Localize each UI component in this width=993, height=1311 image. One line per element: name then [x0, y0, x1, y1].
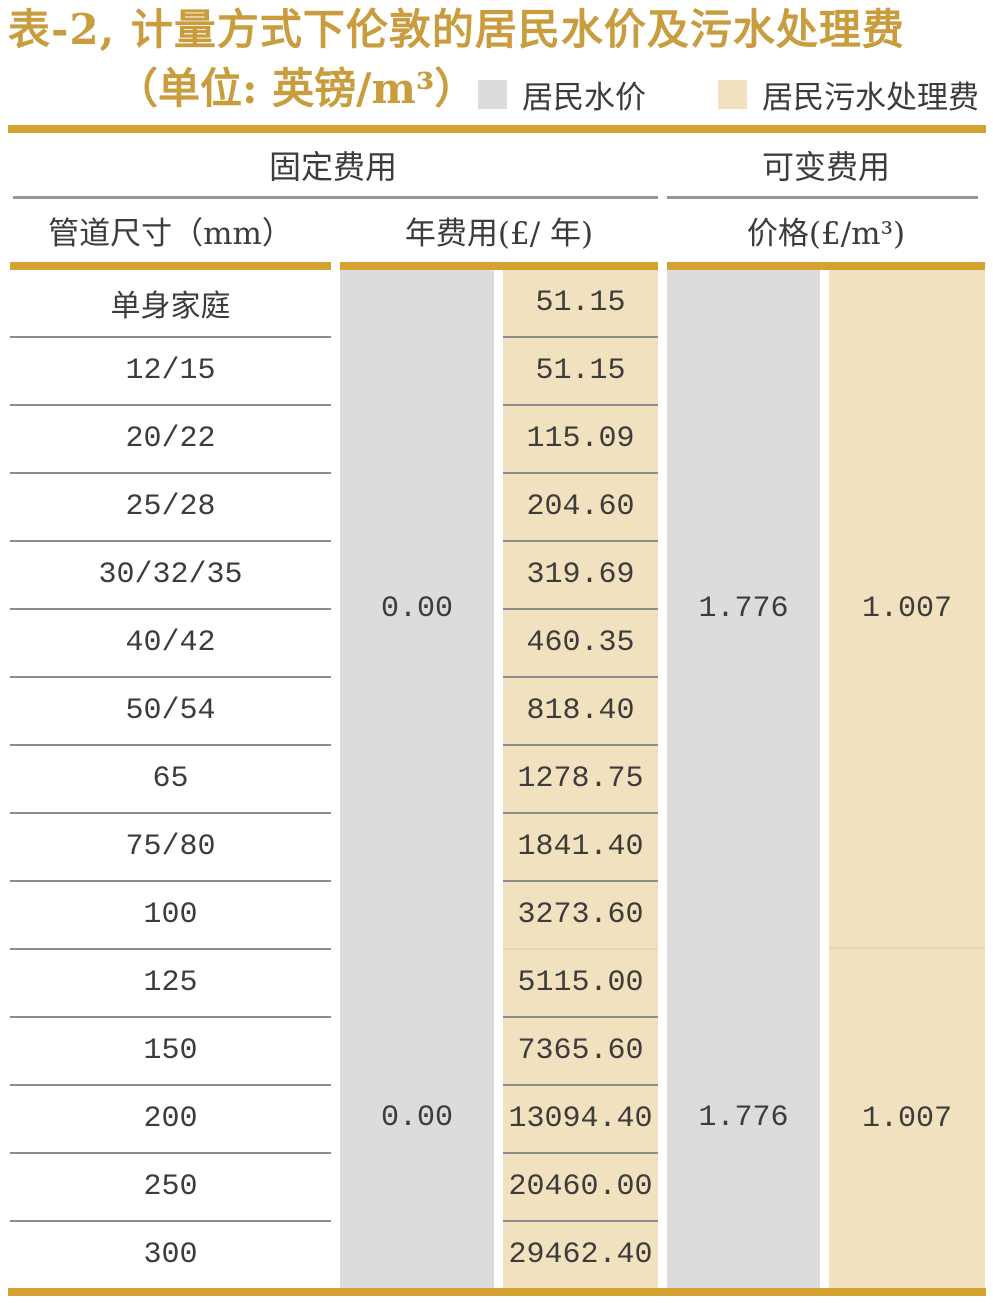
pipe-size-cell: 300	[143, 1238, 198, 1272]
header-divider-left	[13, 196, 658, 199]
pipe-size-cell: 12/15	[10, 338, 331, 406]
gold-rule-annual-column	[340, 262, 658, 270]
sewage-annual-fee-cell: 51.15	[503, 338, 658, 406]
water-annual-column: 0.00 0.00	[340, 270, 494, 1288]
sewage-annual-fee-cell: 460.35	[503, 610, 658, 678]
gold-rule-pipe-column	[10, 262, 331, 270]
water-price-column: 1.776 1.776	[667, 270, 820, 1288]
column-header-annual-fee: 年费用(£/ 年)	[404, 216, 594, 252]
pipe-size-cell: 200	[10, 1086, 331, 1154]
figure-unit-subtitle: （单位: 英镑/m³）	[116, 64, 477, 113]
sewage-price-merged-cell: 1.007	[861, 591, 952, 626]
water-price-merged-cell: 1.776	[698, 1101, 789, 1136]
legend-label-water: 居民水价	[522, 79, 646, 116]
sewage-price-merged-cell: 1.007	[829, 947, 985, 1288]
sewage-annual-fee-cell: 29462.40	[508, 1238, 653, 1272]
water-price-merged-cell: 1.776	[698, 592, 789, 627]
gold-rule-price-column	[667, 262, 985, 270]
sewage-annual-fee-cell: 115.09	[503, 406, 658, 474]
column-header-price: 价格(£/m³)	[746, 216, 906, 252]
figure-title: 表-2, 计量方式下伦敦的居民水价及污水处理费	[8, 5, 905, 54]
sewage-annual-fee-cell: 319.69	[503, 542, 658, 610]
sewage-price-column: 1.007 1.007	[829, 270, 985, 1288]
water-annual-merged-cell: 0.00	[380, 592, 453, 627]
legend-item-water: 居民水价	[478, 76, 646, 116]
header-divider-right	[667, 196, 978, 199]
sewage-annual-fee-cell: 5115.00	[503, 950, 658, 1018]
bottom-gold-rule	[8, 1288, 986, 1296]
sewage-annual-fee-cell: 1278.75	[503, 746, 658, 814]
sewage-annual-fee-cell: 204.60	[503, 474, 658, 542]
pipe-size-cell: 150	[10, 1018, 331, 1086]
sewage-annual-fee-cell: 818.40	[503, 678, 658, 746]
sewage-annual-fee-cell: 51.15	[503, 270, 658, 338]
sewage-annual-fee-cell: 13094.40	[503, 1086, 658, 1154]
water-annual-merged-cell: 0.00	[380, 1101, 453, 1136]
legend-label-sewage: 居民污水处理费	[762, 79, 979, 116]
pipe-size-cell: 单身家庭	[10, 270, 331, 338]
pipe-size-cell: 30/32/35	[10, 542, 331, 610]
pipe-size-cell: 125	[10, 950, 331, 1018]
column-header-pipe-size: 管道尺寸（mm）	[48, 216, 293, 252]
pipe-size-cell: 75/80	[10, 814, 331, 882]
pipe-size-cell: 65	[10, 746, 331, 814]
sewage-annual-fee-cell: 3273.60	[503, 882, 658, 950]
pipe-size-cell: 25/28	[10, 474, 331, 542]
header-variable-fees: 可变费用	[761, 147, 890, 186]
pipe-size-cell: 100	[10, 882, 331, 950]
sewage-annual-fee-cell: 20460.00	[503, 1154, 658, 1222]
sewage-annual-fee-cell: 1841.40	[503, 814, 658, 882]
header-fixed-fees: 固定费用	[268, 147, 397, 186]
pipe-size-cell: 20/22	[10, 406, 331, 474]
pipe-size-cell: 250	[10, 1154, 331, 1222]
legend-item-sewage: 居民污水处理费	[718, 76, 979, 116]
water-swatch-icon	[478, 79, 507, 109]
top-gold-rule	[8, 125, 986, 133]
pipe-size-column: 单身家庭 12/15 20/22 25/28 30/32/35 40/42 50/54 65 7…	[10, 270, 331, 1288]
sewage-annual-column: 51.15 51.15 115.09 204.60 319.69 460.35 818.40…	[503, 270, 658, 1288]
sewage-annual-fee-cell: 7365.60	[503, 1018, 658, 1086]
pipe-size-cell: 50/54	[10, 678, 331, 746]
sewage-swatch-icon	[718, 79, 747, 109]
pipe-size-cell: 40/42	[10, 610, 331, 678]
